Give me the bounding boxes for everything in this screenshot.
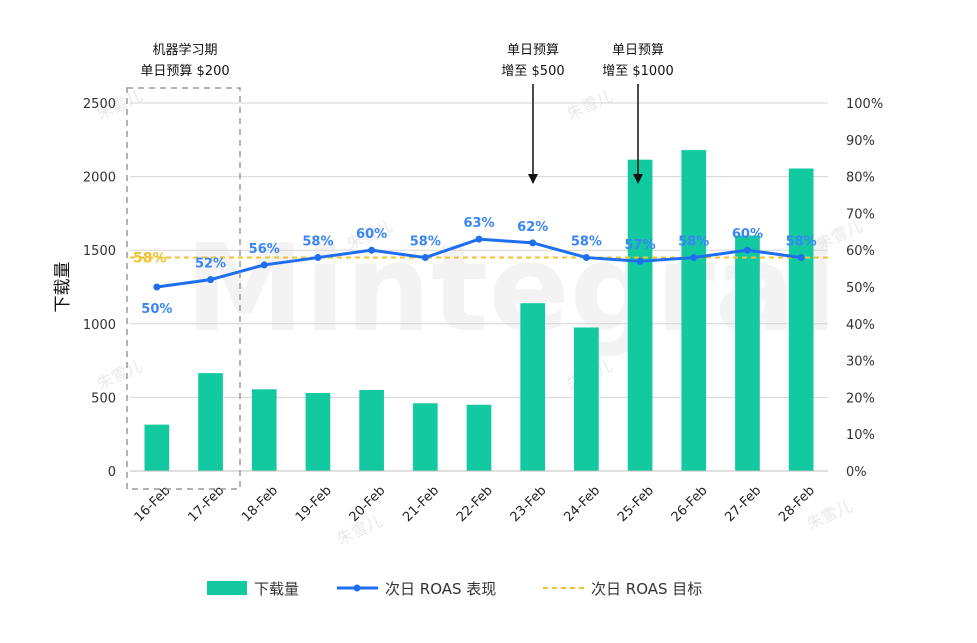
- annotation-text: 单日预算: [612, 43, 664, 58]
- roas-point: [314, 254, 322, 262]
- roas-data-label: 56%: [249, 242, 280, 257]
- y-axis-title: 下载量: [53, 262, 73, 313]
- y2-tick-label: 80%: [846, 171, 875, 186]
- bar-series: [144, 150, 814, 471]
- watermark-text: 朱雪儿: [94, 356, 146, 394]
- bar: [251, 389, 277, 471]
- roas-data-label: 58%: [410, 235, 441, 250]
- roas-point: [153, 283, 161, 291]
- roas-point: [743, 246, 751, 254]
- x-tick-label: 27-Feb: [722, 483, 764, 525]
- roas-data-label: 58%: [302, 235, 333, 250]
- watermark-logo-text: Mintegral: [185, 220, 837, 359]
- bar: [466, 404, 492, 471]
- annotation-text: 单日预算: [507, 43, 559, 58]
- roas-point: [797, 254, 805, 262]
- y2-tick-label: 40%: [846, 318, 875, 333]
- watermark-text: 朱雪儿: [564, 86, 616, 124]
- bar: [627, 159, 653, 471]
- bar: [144, 424, 170, 471]
- roas-data-label: 60%: [732, 227, 763, 242]
- roas-data-label: 58%: [571, 235, 602, 250]
- roas-data-label: 50%: [141, 302, 172, 317]
- learning-period-box: [126, 87, 241, 490]
- bar: [574, 327, 599, 471]
- legend-label: 下载量: [254, 580, 299, 598]
- roas-data-label: 58%: [678, 235, 709, 250]
- legend-swatch-bar: [207, 581, 247, 595]
- bar: [788, 168, 814, 471]
- bar: [735, 235, 760, 471]
- bar: [305, 392, 331, 471]
- y2-tick-label: 100%: [846, 97, 883, 112]
- y-tick-label: 1500: [83, 244, 116, 259]
- annotation-text: 增至 $500: [501, 64, 564, 79]
- roas-point: [690, 254, 698, 262]
- roas-point: [636, 257, 644, 265]
- y2-tick-label: 70%: [846, 207, 875, 222]
- y2-tick-label: 60%: [846, 244, 875, 259]
- watermark-text: 朱雪儿: [804, 496, 856, 534]
- y2-tick-label: 0%: [846, 465, 867, 480]
- roas-data-label: 52%: [195, 257, 226, 272]
- target-label: 58%: [133, 251, 167, 267]
- gridlines: [130, 102, 828, 398]
- x-tick-label: 26-Feb: [669, 483, 711, 525]
- roas-point: [260, 261, 268, 269]
- annotation-arrow-head: [633, 174, 643, 184]
- roas-point: [368, 246, 376, 254]
- roas-data-label: 63%: [463, 216, 494, 231]
- y2-tick-label: 90%: [846, 134, 875, 149]
- legend: 下载量 次日 ROAS 表现 次日 ROAS 目标: [207, 580, 702, 598]
- annotation-text: 单日预算 $200: [140, 64, 229, 79]
- bar: [198, 373, 223, 471]
- target-line: 58%: [130, 251, 828, 267]
- y2-tick-label: 10%: [846, 428, 875, 443]
- roas-point: [529, 239, 537, 247]
- roas-data-label: 57%: [625, 238, 656, 253]
- x-tick-label: 19-Feb: [293, 483, 335, 525]
- roas-line-series: 50% 52% 56% 58% 60% 58% 63% 62% 58% 57% 58% 60% 58%: [141, 216, 816, 317]
- roas-point: [582, 254, 590, 262]
- roas-data-label: 62%: [517, 220, 548, 235]
- x-tick-label: 18-Feb: [239, 483, 281, 525]
- bar: [359, 390, 384, 471]
- x-tick-label: 23-Feb: [508, 483, 550, 525]
- bar: [520, 303, 546, 471]
- y2-tick-label: 50%: [846, 281, 875, 296]
- roas-data-label: 60%: [356, 227, 387, 242]
- x-tick-label: 21-Feb: [400, 483, 442, 525]
- y-tick-label: 2000: [83, 171, 116, 186]
- y2-tick-label: 30%: [846, 355, 875, 370]
- y-tick-label: 2500: [83, 97, 116, 112]
- y2-tick-label: 20%: [846, 391, 875, 406]
- y-tick-label: 0: [108, 465, 116, 480]
- annotation-arrow-head: [528, 174, 538, 184]
- roas-point: [207, 276, 215, 284]
- y-tick-label: 1000: [83, 318, 116, 333]
- annotation-text: 增至 $1000: [602, 64, 674, 79]
- legend-swatch-point: [353, 584, 361, 592]
- x-tick-label: 24-Feb: [561, 483, 603, 525]
- legend-label: 次日 ROAS 表现: [385, 580, 496, 598]
- roas-point: [421, 254, 429, 262]
- roas-point: [475, 235, 483, 243]
- annotation-text: 机器学习期: [152, 42, 217, 58]
- roas-data-label: 58%: [786, 235, 817, 250]
- legend-label: 次日 ROAS 目标: [591, 580, 702, 598]
- x-tick-label: 22-Feb: [454, 483, 496, 525]
- x-tick-label: 25-Feb: [615, 483, 657, 525]
- bar: [412, 403, 438, 471]
- bar: [681, 150, 707, 471]
- y-tick-label: 500: [91, 391, 116, 406]
